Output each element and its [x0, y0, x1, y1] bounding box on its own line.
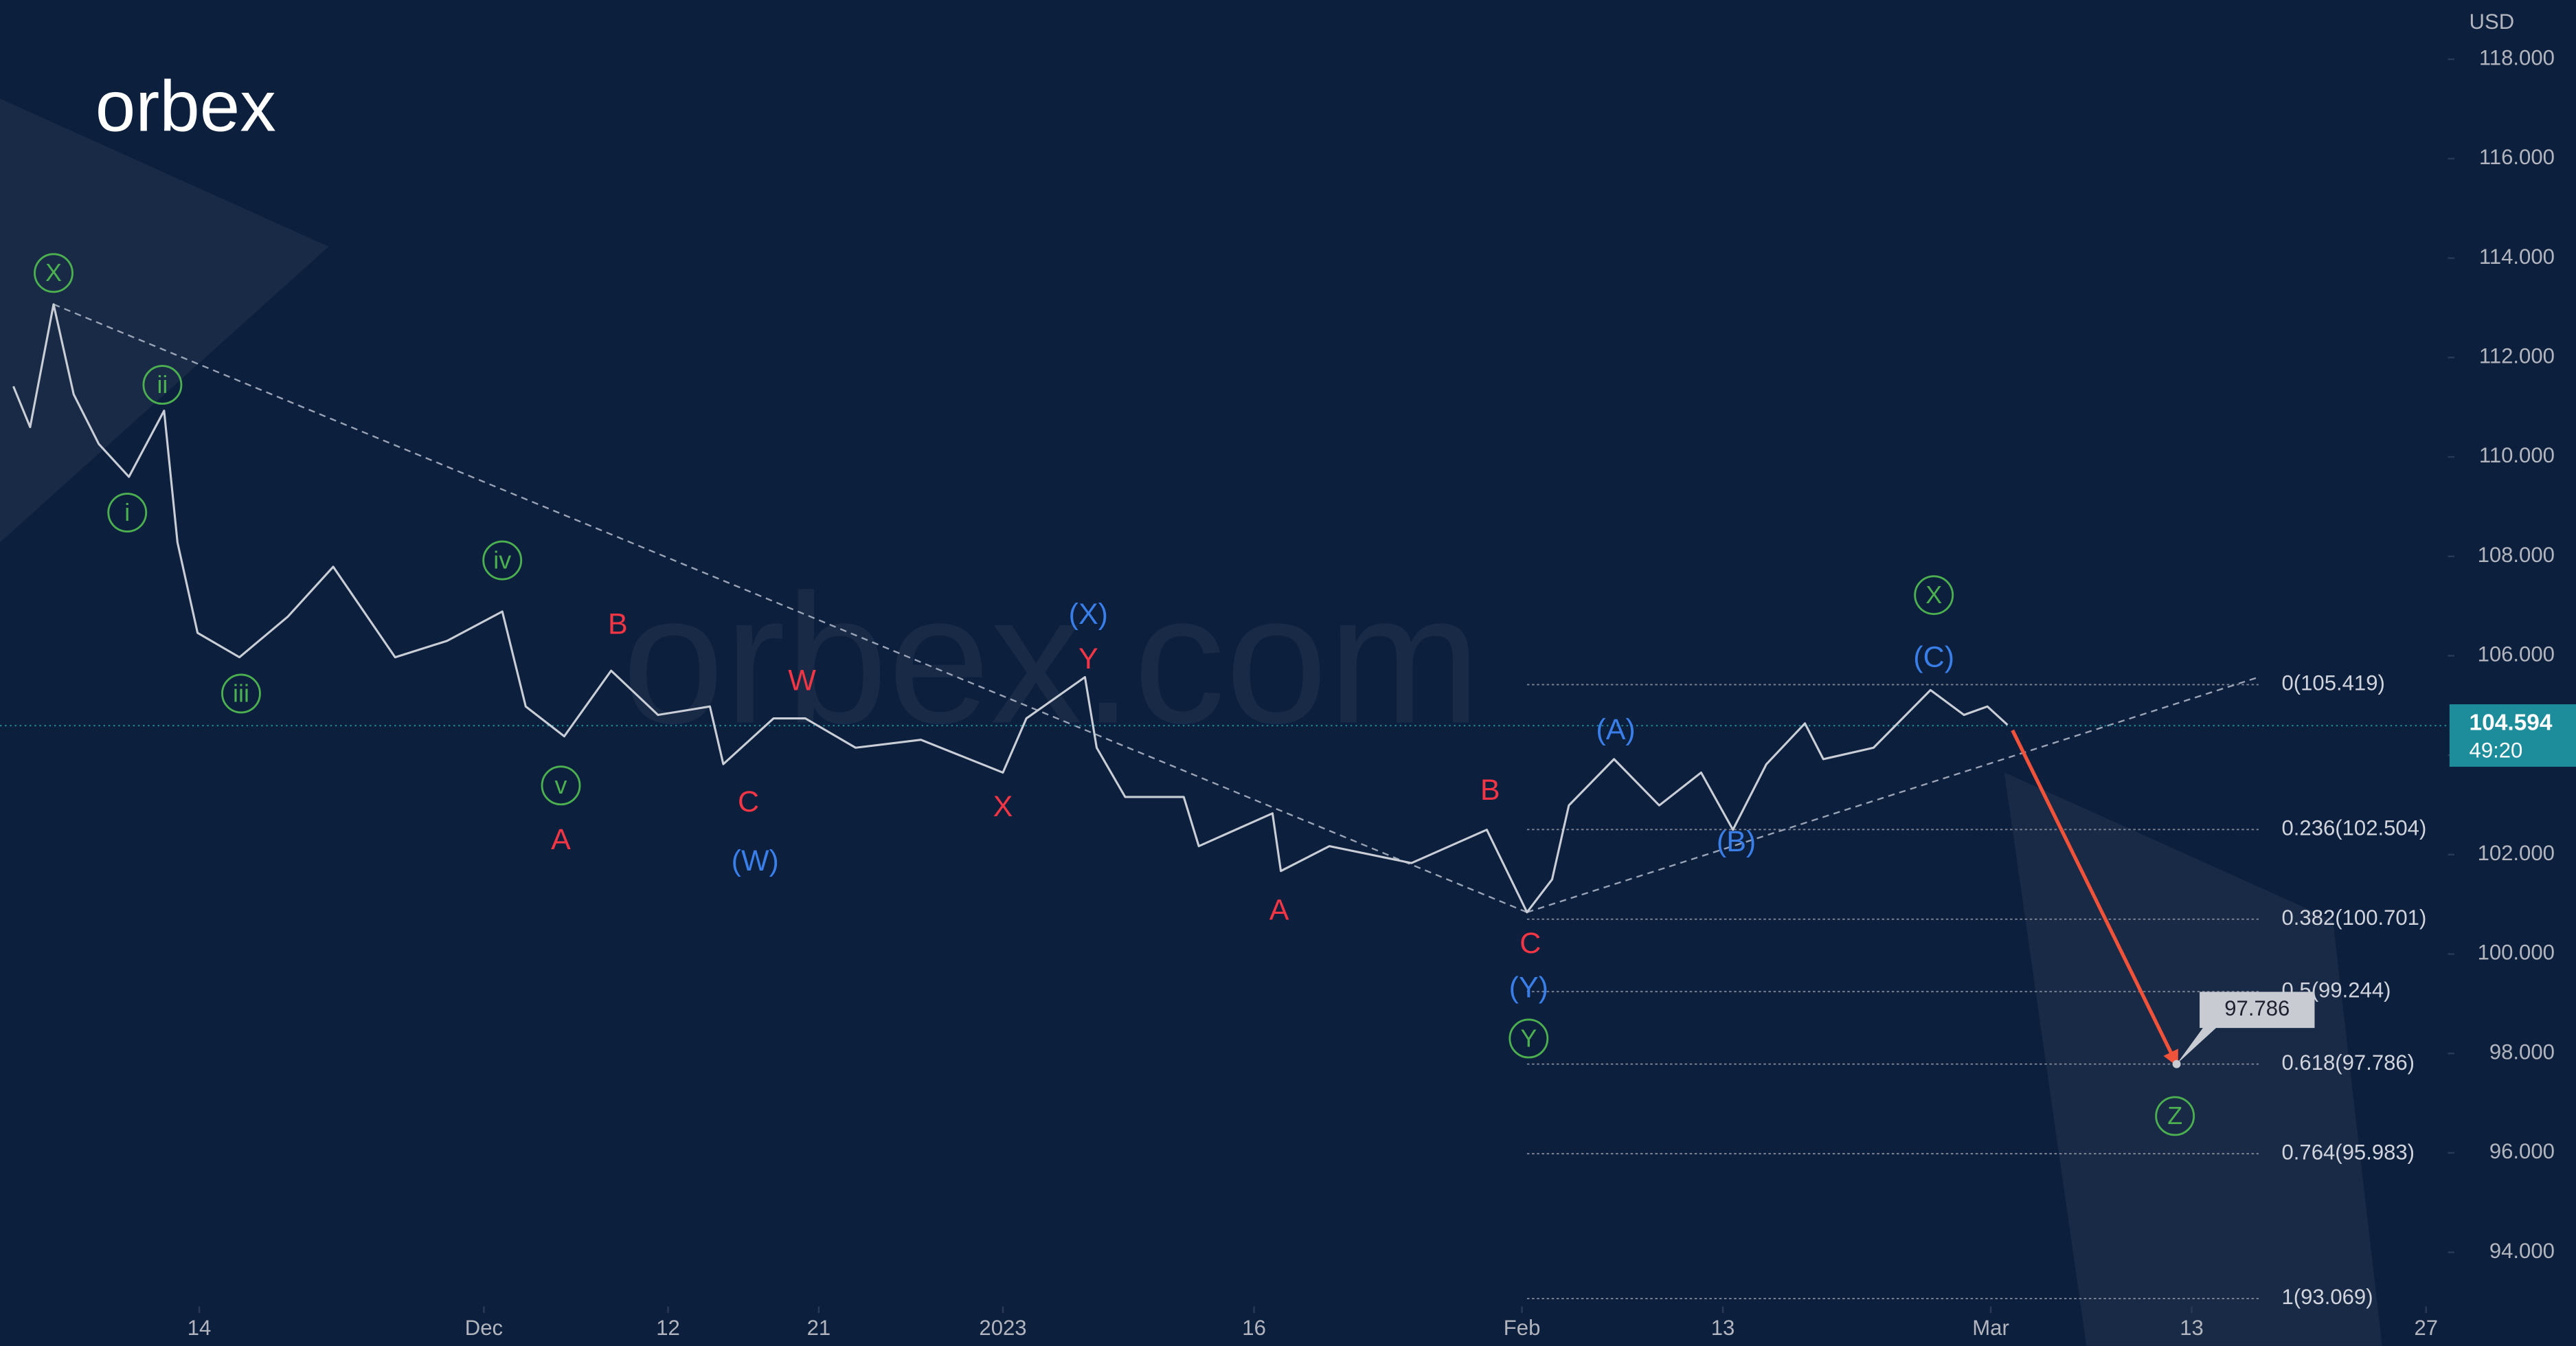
wave-label: C — [1519, 927, 1541, 960]
y-tick-label: 112.000 — [2479, 344, 2555, 368]
wave-label: Z — [2167, 1102, 2182, 1130]
wave-label: Y — [1520, 1024, 1537, 1052]
wave-circle — [221, 673, 261, 714]
callout-box — [2176, 991, 2315, 1064]
fib-label: 0.618(97.786) — [2282, 1051, 2415, 1075]
x-tick-label: 27 — [2414, 1316, 2438, 1340]
x-tick-label: 21 — [807, 1316, 831, 1340]
wave-label: ii — [157, 371, 168, 399]
trendline — [53, 303, 1528, 913]
x-tick-label: Mar — [1972, 1316, 2009, 1340]
fib-label: 0.236(102.504) — [2282, 816, 2427, 840]
wave-circle — [1914, 575, 1954, 616]
wave-circle — [2155, 1096, 2195, 1136]
wave-label: (Y) — [1509, 971, 1548, 1004]
wave-circle — [482, 540, 523, 581]
x-tick-label: 16 — [1242, 1316, 1266, 1340]
y-tick-label: 106.000 — [2478, 642, 2555, 666]
wave-label: A — [551, 823, 571, 856]
wave-label: X — [993, 790, 1013, 823]
y-tick-label: 94.000 — [2489, 1239, 2555, 1263]
wave-label: (C) — [1913, 640, 1954, 673]
wave-label: W — [788, 664, 816, 697]
y-tick-label: 110.000 — [2479, 443, 2555, 467]
decor-shape — [0, 98, 329, 543]
wave-label: iv — [493, 546, 511, 574]
y-tick-label: 96.000 — [2489, 1139, 2555, 1163]
x-tick-label: Dec — [465, 1316, 503, 1340]
wave-circle — [142, 365, 183, 405]
wave-label: B — [608, 608, 628, 641]
fib-label: 0.382(100.701) — [2282, 906, 2427, 930]
wave-label: (X) — [1069, 598, 1108, 631]
wave-label: v — [555, 772, 567, 799]
wave-label: iii — [233, 680, 249, 707]
fib-label: 0.764(95.983) — [2282, 1140, 2415, 1164]
wave-label: (A) — [1596, 713, 1635, 746]
x-tick-label: 13 — [2180, 1316, 2204, 1340]
x-tick-label: 14 — [188, 1316, 212, 1340]
y-tick-label: 108.000 — [2478, 543, 2555, 567]
wave-label: X — [45, 259, 62, 287]
wave-label: A — [1269, 894, 1289, 927]
wave-circle — [1509, 1018, 1549, 1059]
trendline — [1526, 676, 2259, 913]
wave-label: (B) — [1717, 825, 1756, 858]
watermark: orbex.com — [622, 556, 1480, 761]
decor-shape — [2004, 772, 2382, 1346]
y-tick-label: 116.000 — [2479, 145, 2555, 169]
price-tag-label: 104.594 — [2470, 710, 2553, 736]
x-tick-label: 13 — [1711, 1316, 1735, 1340]
wave-label: (W) — [732, 844, 779, 877]
y-tick-label: 100.000 — [2478, 941, 2555, 965]
wave-label: B — [1480, 774, 1500, 807]
countdown-label: 49:20 — [2470, 739, 2523, 763]
wave-label: X — [1925, 581, 1942, 609]
x-tick-label: Feb — [1504, 1316, 1541, 1340]
logo: orbex — [95, 67, 276, 147]
price-tag — [2449, 704, 2576, 767]
price-line — [12, 303, 2009, 914]
y-tick-label: 114.000 — [2479, 245, 2555, 269]
y-tick-label: 98.000 — [2489, 1040, 2555, 1064]
wave-circle — [107, 493, 148, 532]
decor — [0, 98, 2382, 1346]
fib-label: 0(105.419) — [2282, 671, 2385, 695]
fib-label: 1(93.069) — [2282, 1285, 2373, 1309]
y-tick-label: 118.000 — [2479, 45, 2555, 69]
callout-label: 97.786 — [2224, 996, 2290, 1020]
wave-label: C — [738, 785, 759, 818]
wave-label: Y — [1078, 642, 1098, 675]
wave-label: i — [124, 499, 130, 526]
x-tick-label: 2023 — [979, 1316, 1026, 1340]
wave-circle — [34, 253, 74, 293]
forecast-arrow — [2011, 729, 2178, 1067]
y-tick-label: 102.000 — [2478, 841, 2555, 865]
currency: USD — [2470, 10, 2515, 34]
wave-circle — [541, 765, 581, 806]
x-tick-label: 12 — [656, 1316, 680, 1340]
